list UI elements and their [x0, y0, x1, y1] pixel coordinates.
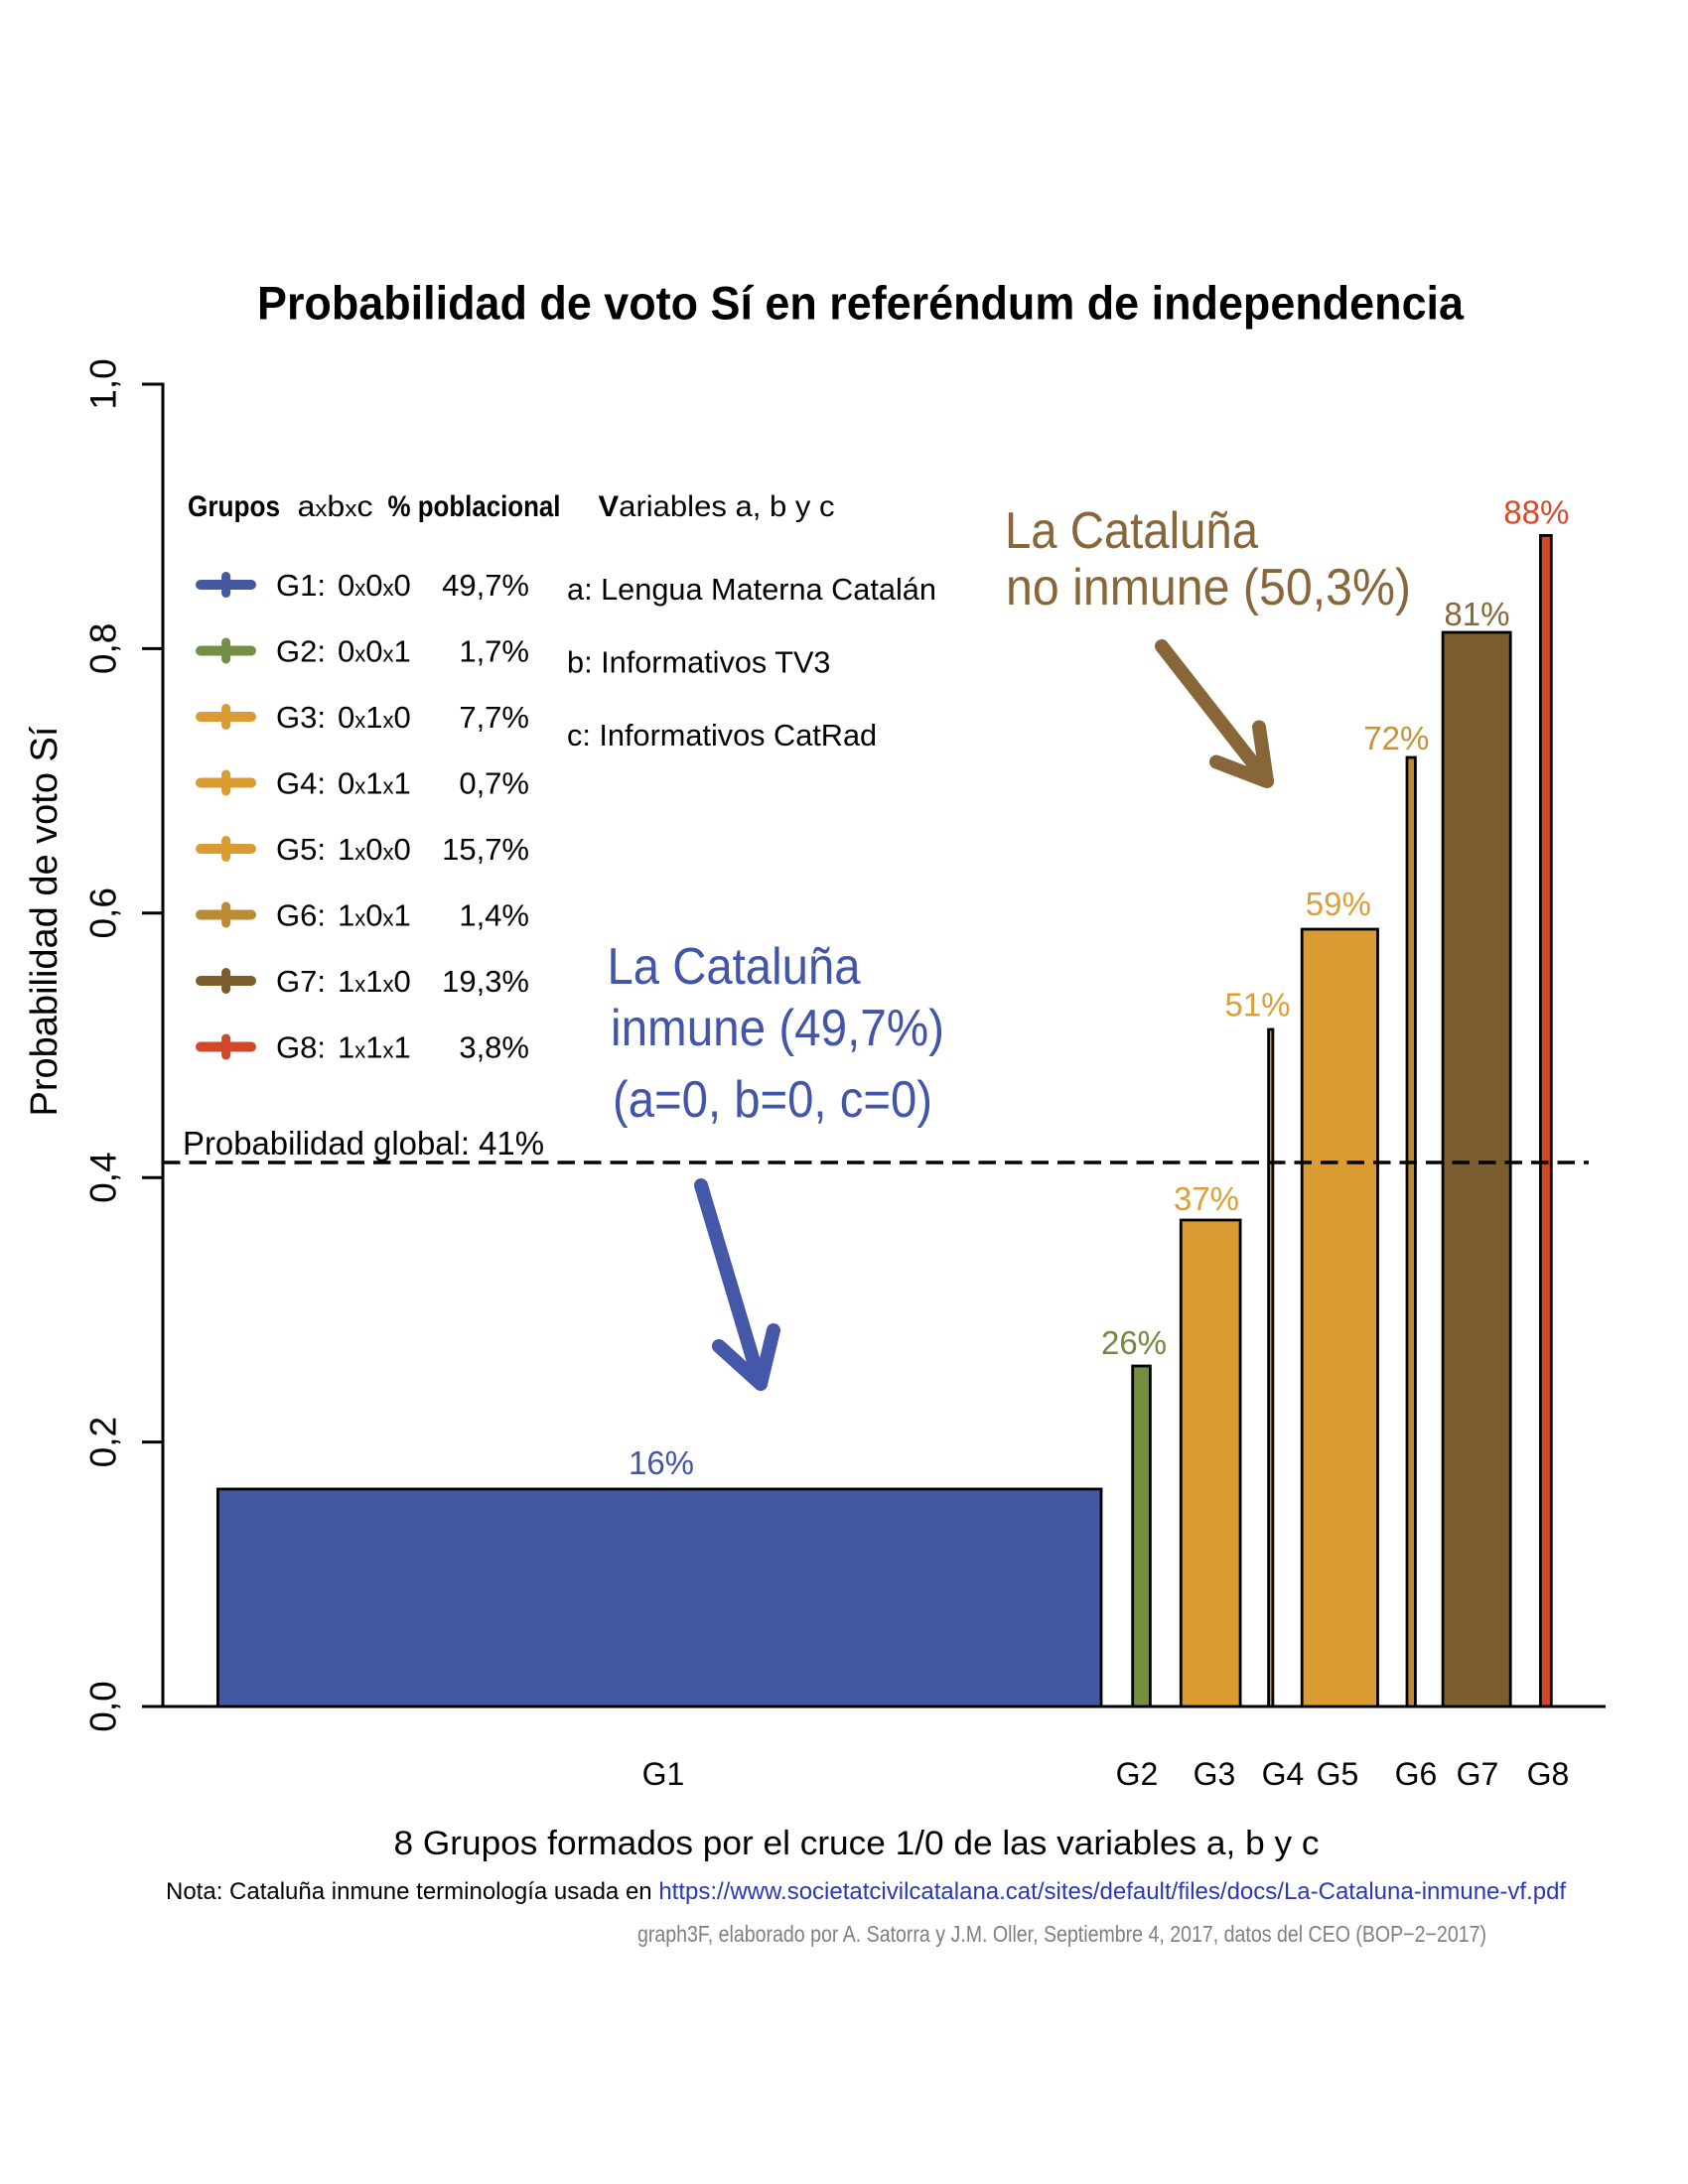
svg-text:inmune (49,7%): inmune (49,7%): [611, 1000, 944, 1057]
svg-text:49,7%: 49,7%: [442, 568, 529, 603]
svg-text:0x0x1: 0x0x1: [338, 634, 411, 669]
svg-text:3,8%: 3,8%: [459, 1030, 529, 1065]
svg-text:51%: 51%: [1224, 987, 1290, 1024]
svg-text:7,7%: 7,7%: [459, 700, 529, 735]
svg-text:0,6: 0,6: [83, 887, 124, 938]
svg-text:% poblacional: % poblacional: [388, 490, 561, 523]
svg-text:G3: G3: [1194, 1756, 1236, 1792]
svg-text:1x1x1: 1x1x1: [338, 1030, 411, 1065]
svg-text:37%: 37%: [1174, 1180, 1239, 1217]
svg-text:graph3F, elaborado por A. Sato: graph3F, elaborado por A. Satorra y J.M.…: [637, 1921, 1486, 1947]
svg-text:G6:: G6:: [276, 898, 326, 933]
svg-text:G4:: G4:: [276, 766, 326, 801]
svg-text:72%: 72%: [1363, 720, 1429, 756]
svg-text:G7:: G7:: [276, 964, 326, 999]
svg-text:1,0: 1,0: [83, 358, 124, 409]
svg-text:59%: 59%: [1306, 886, 1371, 922]
svg-text:G6: G6: [1395, 1756, 1438, 1792]
svg-text:Nota: Cataluña inmune terminol: Nota: Cataluña inmune terminología usada…: [166, 1878, 1566, 1905]
svg-text:c: Informativos CatRad: c: Informativos CatRad: [567, 718, 877, 752]
svg-text:G8: G8: [1527, 1756, 1570, 1792]
svg-text:16%: 16%: [629, 1444, 694, 1481]
svg-text:G3:: G3:: [276, 700, 326, 735]
svg-text:15,7%: 15,7%: [442, 832, 529, 867]
svg-text:La Cataluña: La Cataluña: [608, 938, 861, 996]
svg-text:1x0x0: 1x0x0: [338, 832, 411, 867]
svg-text:no inmune (50,3%): no inmune (50,3%): [1006, 559, 1411, 616]
svg-text:G5: G5: [1317, 1756, 1359, 1792]
svg-text:G2:: G2:: [276, 634, 326, 669]
svg-text:0,4: 0,4: [83, 1152, 124, 1202]
svg-text:8 Grupos formados por el cruce: 8 Grupos formados por el cruce 1/0 de la…: [394, 1825, 1320, 1862]
svg-text:88%: 88%: [1503, 493, 1569, 530]
svg-text:b: Informativos TV3: b: Informativos TV3: [567, 645, 831, 680]
svg-text:axbxc: axbxc: [298, 490, 373, 523]
svg-text:1,4%: 1,4%: [459, 898, 529, 933]
svg-text:26%: 26%: [1101, 1324, 1167, 1361]
svg-text:1x1x0: 1x1x0: [338, 964, 411, 999]
svg-text:(a=0, b=0, c=0): (a=0, b=0, c=0): [613, 1071, 932, 1129]
svg-text:G5:: G5:: [276, 832, 326, 867]
svg-text:G8:: G8:: [276, 1030, 326, 1065]
svg-text:G1:: G1:: [276, 568, 326, 603]
svg-text:G1: G1: [642, 1756, 685, 1792]
svg-text:1x0x1: 1x0x1: [338, 898, 411, 933]
svg-text:Grupos: Grupos: [188, 490, 280, 523]
svg-text:0,0: 0,0: [83, 1681, 124, 1731]
svg-text:La Cataluña: La Cataluña: [1005, 502, 1258, 560]
svg-text:1,7%: 1,7%: [459, 634, 529, 669]
svg-text:0x0x0: 0x0x0: [338, 568, 411, 603]
svg-text:Probabilidad de voto Sí en ref: Probabilidad de voto Sí en referéndum de…: [257, 277, 1465, 330]
svg-text:0,2: 0,2: [83, 1417, 124, 1467]
svg-text:0,7%: 0,7%: [459, 766, 529, 801]
svg-text:0x1x1: 0x1x1: [338, 766, 411, 801]
svg-text:81%: 81%: [1444, 596, 1509, 632]
svg-text:G2: G2: [1116, 1756, 1159, 1792]
svg-text:Probabilidad de voto Sí: Probabilidad de voto Sí: [24, 726, 66, 1116]
svg-text:0x1x0: 0x1x0: [338, 700, 411, 735]
svg-text:Variables a, b y c: Variables a, b y c: [599, 490, 835, 523]
svg-text:0,8: 0,8: [83, 623, 124, 674]
svg-text:G4: G4: [1262, 1756, 1305, 1792]
svg-text:a: Lengua Materna Catalán: a: Lengua Materna Catalán: [567, 572, 936, 607]
svg-text:G7: G7: [1457, 1756, 1499, 1792]
svg-text:19,3%: 19,3%: [442, 964, 529, 999]
svg-text:Probabilidad global: 41%: Probabilidad global: 41%: [183, 1125, 544, 1161]
